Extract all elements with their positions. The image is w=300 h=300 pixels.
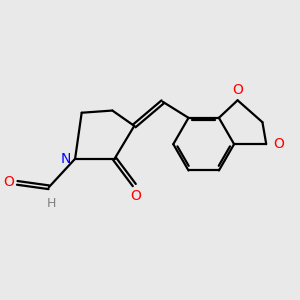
Text: O: O (3, 175, 14, 189)
Text: O: O (130, 189, 141, 203)
Text: H: H (46, 197, 56, 210)
Text: O: O (232, 83, 243, 97)
Text: O: O (273, 137, 284, 151)
Text: N: N (61, 152, 71, 166)
